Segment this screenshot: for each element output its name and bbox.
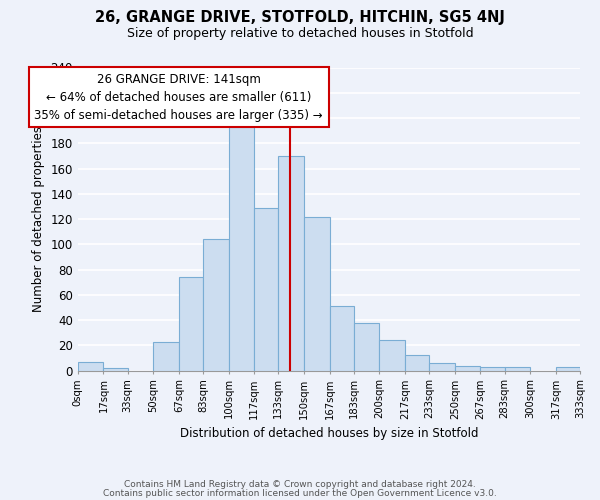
Bar bbox=[278, 156, 304, 370]
Text: Contains HM Land Registry data © Crown copyright and database right 2024.: Contains HM Land Registry data © Crown c… bbox=[124, 480, 476, 489]
Bar bbox=[556, 367, 580, 370]
Bar bbox=[254, 208, 278, 370]
Text: Contains public sector information licensed under the Open Government Licence v3: Contains public sector information licen… bbox=[103, 490, 497, 498]
Y-axis label: Number of detached properties: Number of detached properties bbox=[32, 126, 45, 312]
Bar bbox=[103, 368, 128, 370]
Bar bbox=[379, 340, 405, 370]
Bar bbox=[153, 342, 179, 370]
Text: 26, GRANGE DRIVE, STOTFOLD, HITCHIN, SG5 4NJ: 26, GRANGE DRIVE, STOTFOLD, HITCHIN, SG5… bbox=[95, 10, 505, 25]
Text: 26 GRANGE DRIVE: 141sqm
← 64% of detached houses are smaller (611)
35% of semi-d: 26 GRANGE DRIVE: 141sqm ← 64% of detache… bbox=[34, 72, 323, 122]
Bar bbox=[329, 306, 354, 370]
Bar bbox=[405, 356, 429, 370]
Bar bbox=[505, 367, 530, 370]
X-axis label: Distribution of detached houses by size in Stotfold: Distribution of detached houses by size … bbox=[179, 427, 478, 440]
Bar bbox=[354, 322, 379, 370]
Bar bbox=[429, 363, 455, 370]
Bar bbox=[455, 366, 481, 370]
Bar bbox=[203, 240, 229, 370]
Bar bbox=[481, 367, 505, 370]
Bar bbox=[304, 216, 329, 370]
Bar bbox=[78, 362, 103, 370]
Bar bbox=[179, 277, 203, 370]
Text: Size of property relative to detached houses in Stotfold: Size of property relative to detached ho… bbox=[127, 28, 473, 40]
Bar bbox=[229, 127, 254, 370]
